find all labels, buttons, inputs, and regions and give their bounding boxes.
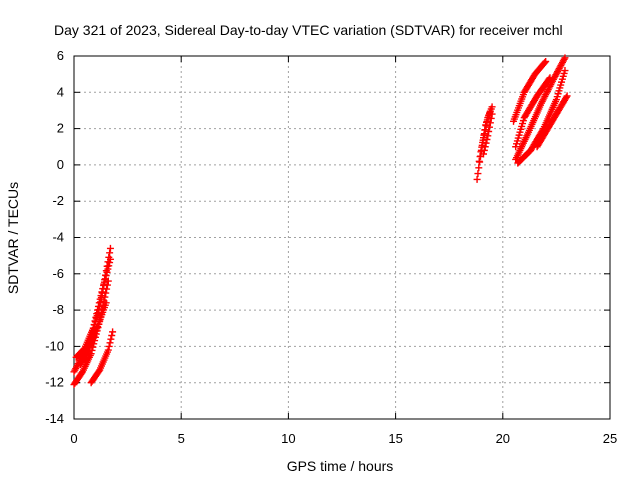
data-point (106, 249, 114, 257)
data-point (488, 103, 496, 111)
x-tick-label: 25 (603, 431, 617, 446)
y-tick-label: -14 (45, 411, 64, 426)
y-tick-label: -8 (52, 302, 64, 317)
data-point (488, 110, 496, 118)
data-point (483, 118, 491, 126)
data-point (480, 150, 488, 158)
x-tick-label: 15 (388, 431, 402, 446)
x-tick-label: 10 (281, 431, 295, 446)
data-point (482, 122, 490, 130)
data-points (70, 54, 571, 389)
y-tick-label: 0 (57, 157, 64, 172)
data-point (482, 139, 490, 147)
data-point (84, 347, 92, 355)
data-point (474, 170, 482, 178)
data-point (97, 292, 105, 300)
data-point (484, 132, 492, 140)
chart-title: Day 321 of 2023, Sidereal Day-to-day VTE… (54, 22, 563, 38)
data-point (541, 58, 549, 66)
x-tick-label: 20 (496, 431, 510, 446)
data-point (106, 244, 114, 252)
data-point (560, 55, 568, 63)
y-axis-label: SDTVAR / TECUs (5, 182, 21, 294)
data-point (100, 278, 108, 286)
data-point (99, 285, 107, 293)
data-point (104, 346, 112, 354)
data-point (106, 255, 114, 263)
data-point (96, 295, 104, 303)
data-point (98, 288, 106, 296)
data-point (487, 114, 495, 122)
data-point (103, 268, 111, 276)
data-point (561, 54, 569, 62)
data-point (105, 262, 113, 270)
x-tick-label: 0 (70, 431, 77, 446)
data-point (485, 128, 493, 136)
data-point (94, 306, 102, 314)
data-point (479, 138, 487, 146)
y-tick-label: 2 (57, 121, 64, 136)
data-point (562, 93, 570, 101)
x-axis-label: GPS time / hours (287, 458, 394, 474)
y-tick-label: -4 (52, 230, 64, 245)
x-tick-label: 5 (178, 431, 185, 446)
data-point (102, 272, 110, 280)
data-point (475, 164, 483, 172)
data-point (107, 335, 115, 343)
y-tick-label: -10 (45, 338, 64, 353)
data-point (91, 317, 99, 325)
data-point (480, 146, 488, 154)
data-point (475, 157, 483, 165)
data-point (105, 342, 113, 350)
data-point (542, 57, 550, 65)
data-point (106, 259, 114, 267)
y-tick-label: -2 (52, 193, 64, 208)
axis-ticks: 0 5 10 15 20 25 -14 -12 -10 -8 -6 -4 -2 0 2 4 6 (45, 48, 617, 446)
data-point (94, 302, 102, 310)
data-point (93, 310, 101, 318)
data-point (95, 299, 103, 307)
y-tick-label: -12 (45, 375, 64, 390)
data-point (473, 175, 481, 183)
y-tick-label: 4 (57, 84, 64, 99)
data-point (109, 328, 117, 336)
data-point (104, 265, 112, 273)
data-point (100, 281, 108, 289)
data-point (102, 299, 110, 307)
data-point (108, 332, 116, 340)
y-tick-label: -6 (52, 266, 64, 281)
y-tick-label: 6 (57, 48, 64, 63)
data-point (106, 339, 114, 347)
data-point (563, 92, 571, 100)
data-point (486, 123, 494, 131)
data-point (101, 275, 109, 283)
data-point (561, 67, 569, 75)
data-point (481, 143, 489, 151)
data-point (483, 135, 491, 143)
data-point (486, 119, 494, 127)
